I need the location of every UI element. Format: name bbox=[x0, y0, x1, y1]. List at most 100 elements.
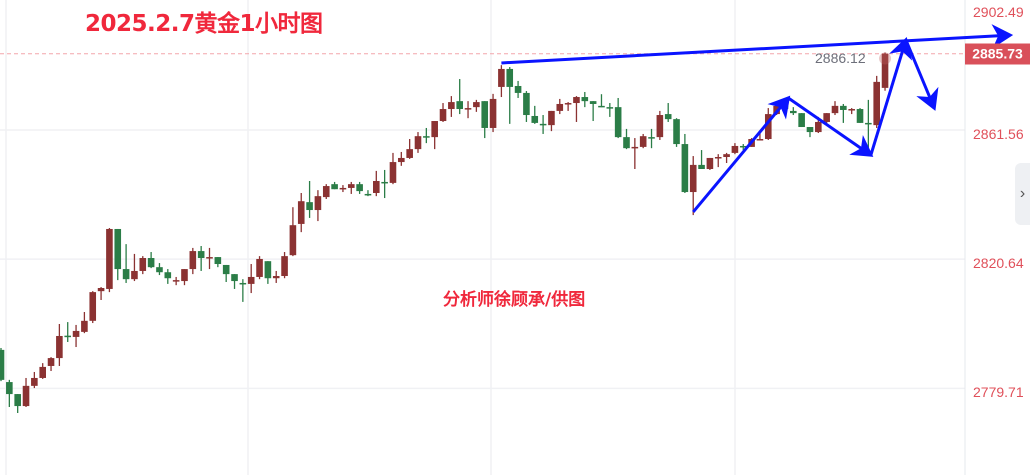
y-tick-label: 2779.71 bbox=[973, 384, 1024, 401]
candle-body bbox=[873, 81, 880, 126]
candle-body bbox=[573, 97, 580, 104]
candle-body bbox=[448, 102, 455, 110]
candle-body bbox=[364, 193, 372, 196]
candle-body bbox=[473, 102, 480, 108]
candle-body bbox=[623, 137, 630, 149]
candle-body bbox=[331, 184, 338, 190]
candle-body bbox=[131, 270, 138, 280]
collapse-panel-button[interactable]: › bbox=[1015, 163, 1030, 225]
candle-body bbox=[606, 107, 614, 109]
candle-body bbox=[614, 107, 622, 138]
candle-body bbox=[164, 272, 172, 279]
candle-body bbox=[406, 149, 413, 158]
candle-body bbox=[247, 276, 255, 284]
candle-body bbox=[147, 258, 155, 268]
candle-body bbox=[865, 122, 872, 125]
candle-body bbox=[114, 228, 122, 270]
candle-body bbox=[289, 225, 297, 256]
candle-body bbox=[31, 377, 38, 386]
candle-body bbox=[0, 349, 5, 380]
candle-body bbox=[756, 139, 764, 141]
candle-body bbox=[806, 127, 814, 133]
candle-body bbox=[139, 258, 147, 271]
candle-body bbox=[156, 267, 163, 273]
candle-body bbox=[189, 251, 197, 270]
candle-body bbox=[523, 92, 530, 116]
candle-body bbox=[431, 121, 438, 138]
candle-body bbox=[698, 164, 705, 170]
trendline-arrow bbox=[869, 37, 913, 156]
candle-body bbox=[840, 105, 847, 110]
candle-body bbox=[256, 258, 263, 277]
y-tick-label: 2861.56 bbox=[973, 125, 1024, 142]
candle-body bbox=[414, 136, 422, 150]
candle-body bbox=[423, 136, 430, 138]
candle-body bbox=[314, 196, 322, 211]
candle-body bbox=[64, 335, 72, 338]
candle-body bbox=[89, 292, 97, 321]
candle-body bbox=[339, 187, 347, 190]
candle-body bbox=[231, 274, 238, 282]
candle-body bbox=[214, 257, 222, 265]
trendline-arrow bbox=[692, 95, 791, 213]
candle-body bbox=[264, 261, 272, 279]
candle-body bbox=[639, 136, 647, 147]
candle-body bbox=[47, 358, 55, 366]
candle-body bbox=[856, 109, 864, 123]
candle-body bbox=[206, 257, 213, 259]
candle-body bbox=[681, 144, 689, 193]
candle-body bbox=[381, 181, 388, 184]
candle-body bbox=[389, 162, 397, 183]
y-tick-label: 2902.49 bbox=[973, 4, 1024, 20]
candle-body bbox=[539, 123, 547, 126]
candle-body bbox=[706, 157, 714, 170]
candle-body bbox=[714, 157, 722, 159]
author-annotation: 分析师徐顾承/供图 bbox=[443, 290, 586, 310]
candle-body bbox=[648, 137, 655, 139]
candle-body bbox=[589, 101, 597, 104]
candle-body bbox=[848, 109, 855, 111]
candle-body bbox=[548, 110, 555, 126]
candle-body bbox=[815, 121, 822, 133]
candle-body bbox=[297, 201, 305, 224]
trendline-arrow bbox=[787, 96, 874, 157]
candle-body bbox=[56, 335, 63, 359]
candle-body bbox=[723, 154, 730, 158]
candle-body bbox=[6, 382, 13, 395]
candle-body bbox=[464, 108, 472, 110]
candle-body bbox=[306, 202, 313, 211]
candle-body bbox=[122, 269, 130, 280]
candle-body bbox=[790, 110, 797, 114]
chart-title: 2025.2.7黄金1小时图 bbox=[85, 11, 323, 37]
candle-body bbox=[506, 68, 514, 87]
high-price-label: 2886.12 bbox=[815, 50, 866, 67]
candle-body bbox=[664, 114, 672, 120]
candle-body bbox=[197, 251, 205, 259]
candle-body bbox=[656, 115, 664, 138]
candle-body bbox=[489, 98, 497, 128]
candle-body bbox=[222, 264, 230, 275]
candle-body bbox=[581, 97, 589, 102]
candle-body bbox=[673, 119, 680, 145]
candle-body bbox=[739, 145, 747, 148]
candle-body bbox=[731, 145, 739, 153]
candle-body bbox=[564, 103, 572, 105]
candle-body bbox=[456, 101, 463, 110]
candle-body bbox=[881, 53, 889, 88]
candle-body bbox=[81, 320, 88, 332]
candle-body bbox=[239, 282, 247, 285]
candle-body bbox=[514, 85, 522, 93]
chevron-right-icon: › bbox=[1019, 185, 1026, 202]
candle-body bbox=[689, 164, 697, 193]
trendline-arrow bbox=[501, 24, 1014, 65]
candle-body bbox=[172, 280, 180, 282]
candle-body bbox=[14, 394, 21, 407]
candle-body bbox=[439, 109, 447, 122]
candle-body bbox=[764, 114, 772, 140]
candle-body bbox=[356, 184, 363, 192]
candle-body bbox=[598, 105, 605, 108]
candle-body bbox=[798, 113, 805, 128]
candle-body bbox=[823, 113, 830, 122]
y-tick-label: 2820.64 bbox=[973, 255, 1024, 272]
